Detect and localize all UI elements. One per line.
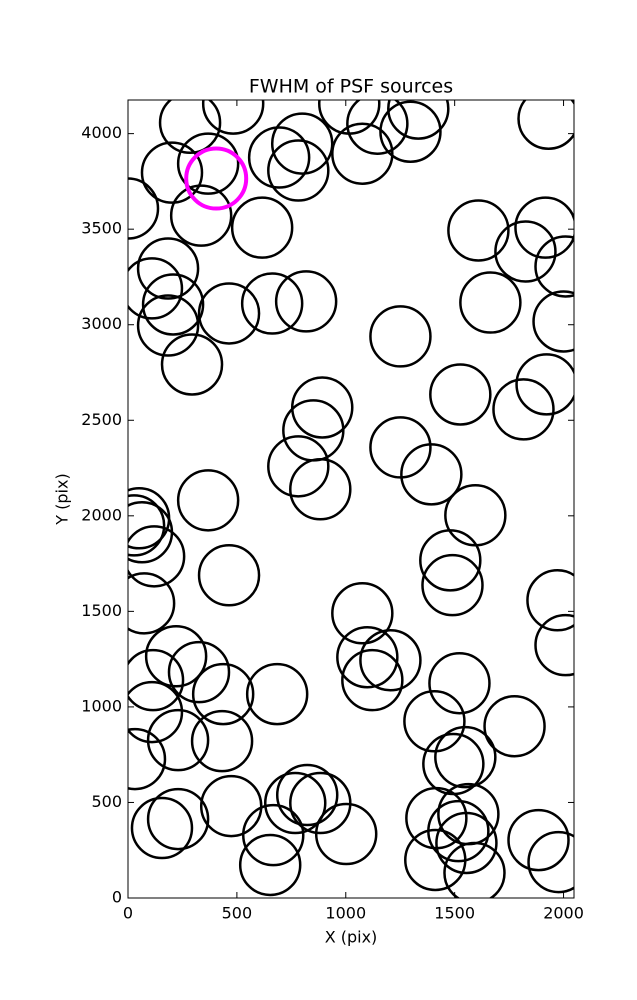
source-circle (341, 648, 404, 712)
source-circle (421, 553, 484, 617)
source-circle (128, 257, 184, 320)
source-circle (144, 625, 208, 688)
source-circle (245, 662, 309, 726)
source-circle (146, 787, 210, 851)
x-tick-label: 1000 (325, 904, 366, 923)
y-tick-label: 3000 (81, 314, 122, 333)
chart-title: FWHM of PSF sources (249, 76, 453, 98)
source-circle (331, 122, 394, 185)
source-circle (527, 830, 574, 894)
source-circle (434, 725, 497, 789)
source-circle (130, 796, 194, 860)
source-circle (359, 629, 422, 692)
x-tick-label: 1500 (434, 904, 475, 923)
source-circle (274, 270, 338, 333)
source-circle (238, 833, 302, 897)
source-circle (428, 651, 491, 715)
source-circle (128, 525, 186, 588)
source-circle (128, 727, 167, 791)
source-circle (169, 184, 233, 247)
source-circle (136, 237, 200, 300)
source-circle (158, 100, 222, 154)
source-circle (141, 273, 205, 336)
source-circle (176, 469, 240, 532)
source-circle (494, 220, 557, 283)
source-circle (331, 582, 394, 645)
source-circle (427, 799, 490, 863)
source-circle (191, 662, 255, 726)
source-circle (447, 199, 510, 262)
source-circle (275, 763, 339, 827)
x-tick-label: 0 (123, 904, 133, 923)
source-circle (526, 569, 574, 632)
source-circle (379, 100, 442, 163)
source-circle (197, 543, 261, 607)
source-circle (443, 841, 506, 898)
y-tick-label: 1000 (81, 696, 122, 715)
source-circle (267, 435, 330, 498)
source-circle (128, 680, 184, 744)
source-circle (289, 458, 352, 521)
source-circle (128, 494, 166, 557)
source-circle (369, 305, 432, 368)
source-circle (532, 290, 574, 353)
source-circle (176, 132, 240, 195)
source-circle (128, 572, 176, 635)
y-tick-label: 500 (91, 792, 122, 811)
source-circle (435, 811, 498, 875)
y-tick-label: 4000 (81, 123, 122, 142)
source-circle (492, 378, 555, 441)
source-circle (160, 333, 224, 396)
source-circle (314, 802, 378, 866)
y-axis-label: Y (pix) (53, 473, 72, 525)
x-axis-label: X (pix) (325, 928, 378, 947)
source-circle (128, 648, 185, 712)
source-circle (403, 689, 466, 753)
source-circle (507, 808, 570, 872)
source-circle (167, 640, 231, 704)
source-circle (190, 709, 254, 773)
source-circle (515, 353, 574, 416)
source-circle (267, 139, 330, 202)
source-circle (184, 146, 249, 211)
source-circle (270, 112, 334, 175)
x-tick-label: 2000 (543, 904, 584, 923)
source-circle (146, 708, 210, 772)
source-circle (264, 771, 327, 835)
source-circle (197, 282, 261, 345)
plot-frame (127, 99, 575, 899)
x-tick-label: 500 (222, 904, 253, 923)
source-circle (483, 694, 546, 758)
source-circle (242, 803, 305, 867)
source-circle (387, 100, 450, 140)
y-tick-label: 0 (112, 888, 122, 907)
source-circle (140, 141, 204, 204)
source-circle (336, 625, 399, 689)
source-circle (514, 196, 574, 259)
source-circle (534, 235, 574, 298)
y-tick-label: 2000 (81, 505, 122, 524)
y-tick-label: 2500 (81, 410, 122, 429)
y-tick-label: 1500 (81, 601, 122, 620)
source-circle (346, 100, 409, 155)
source-circle (136, 294, 200, 357)
source-circle (128, 177, 160, 240)
source-circle (400, 443, 463, 506)
source-circle (517, 100, 574, 150)
plot-area (128, 100, 574, 898)
source-circle (534, 613, 574, 677)
source-circle (199, 774, 263, 838)
source-circle (459, 271, 522, 334)
source-circle (247, 126, 311, 189)
source-circle (201, 100, 265, 135)
source-circle (419, 529, 482, 592)
source-circle (230, 196, 294, 259)
source-circle (240, 272, 304, 335)
source-circle (429, 363, 492, 426)
y-tick-label: 3500 (81, 219, 122, 238)
